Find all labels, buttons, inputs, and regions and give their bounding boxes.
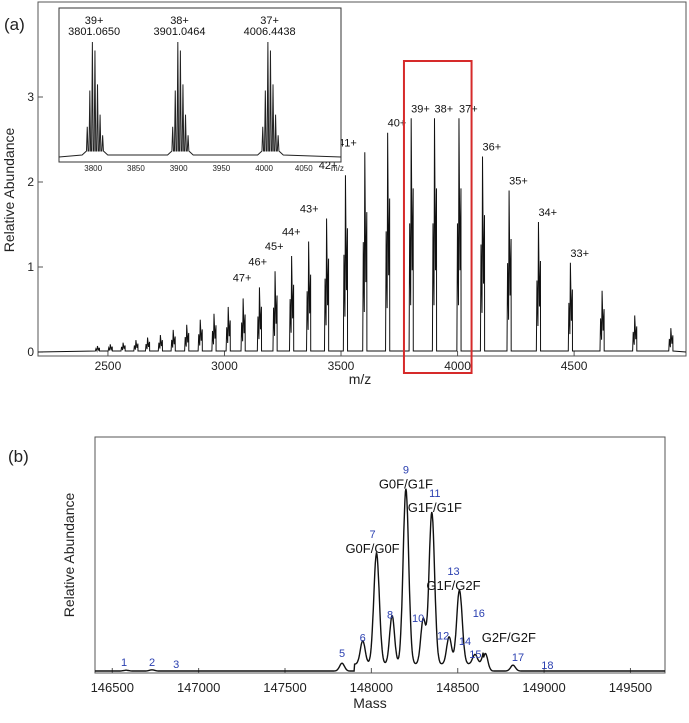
- glycoform-label: G0F/G1F: [379, 477, 433, 492]
- panel-b-ticks: 146500 147000 147500 148000 148500 149000 1495…: [91, 668, 652, 695]
- panel-b-xtick-label: 149500: [609, 680, 652, 695]
- peak-number: 8: [387, 609, 393, 621]
- panel-a-ytick-label: 0: [27, 345, 34, 359]
- peak-number: 10: [412, 613, 424, 625]
- charge-label: 38+: [434, 103, 453, 115]
- inset-charge-label: 39+: [85, 15, 104, 27]
- charge-label: 46+: [248, 256, 267, 268]
- inset-xtick-label: 3950: [212, 164, 230, 173]
- peak-number: 7: [369, 529, 375, 541]
- peak-number: 1: [121, 657, 127, 669]
- panel-b-frame: [94, 436, 666, 674]
- glycoform-label: G2F/G2F: [482, 630, 536, 645]
- panel-b-peak-labels: 1 2 3567G0F/G0F89G0F/G1F1011G1F/G1F1213G1F…: [121, 465, 553, 673]
- inset-xtick-label: 3900: [170, 164, 188, 173]
- charge-label: 41+: [338, 137, 357, 149]
- inset-ticks: 3800 3850 3900 3950 4000 4050: [84, 164, 313, 173]
- panel-a-ytick-label: 1: [27, 260, 34, 274]
- charge-label: 43+: [300, 204, 319, 216]
- panel-a-xtick-label: 3000: [211, 359, 238, 373]
- glycoform-label: G0F/G0F: [345, 541, 399, 556]
- panel-b-xtick-label: 148000: [350, 680, 393, 695]
- inset-xtick-label: 3800: [84, 164, 102, 173]
- peak-number: 5: [339, 648, 345, 660]
- charge-label: 34+: [538, 207, 557, 219]
- peak-number: 12: [437, 631, 449, 643]
- inset-trace: [58, 42, 342, 158]
- panel-b-label: (b): [8, 447, 29, 466]
- panel-a-ytick-label: 2: [27, 175, 34, 189]
- panel-b-xtick-label: 147500: [263, 680, 306, 695]
- charge-label: 42+: [319, 160, 338, 172]
- peak-number: 18: [541, 660, 553, 672]
- inset-mass-label: 4006.4438: [244, 26, 296, 38]
- inset-frame: [58, 7, 342, 163]
- peak-number: 13: [447, 566, 459, 578]
- inset-spectrum: 39+3801.0650 38+3901.0464 37+4006.4438 380…: [58, 7, 344, 173]
- inset-xtick-label: 3850: [127, 164, 145, 173]
- panel-b-xtick-label: 146500: [91, 680, 134, 695]
- panel-b-ylabel: Relative Abundance: [61, 493, 77, 618]
- panel-a-xtick-label: 4000: [444, 359, 471, 373]
- panel-a-ticks: 2500 3000 3500 4000 4500 0 1 2 3: [27, 90, 587, 373]
- peak-number: 14: [459, 636, 471, 648]
- peak-number: 2: [149, 657, 155, 669]
- peak-number: 11: [429, 488, 440, 500]
- charge-label: 35+: [509, 176, 528, 188]
- panel-b-xtick-label: 147000: [177, 680, 220, 695]
- panel-b-xlabel: Mass: [353, 695, 386, 711]
- glycoform-label: G1F/G1F: [408, 500, 462, 515]
- peak-number: 9: [403, 465, 409, 477]
- panel-a-charge-labels: 47+ 46+ 45+ 44+ 43+ 42+41+ 40+ 39+ 38+ 37+ 36+ 35+ 3…: [233, 103, 589, 284]
- inset-charge-label: 38+: [170, 15, 189, 27]
- panel-a-xlabel: m/z: [349, 371, 372, 387]
- panel-a-spectrum: [37, 118, 687, 353]
- panel-b-xtick-label: 149000: [522, 680, 565, 695]
- charge-label: 44+: [282, 227, 301, 239]
- panel-a-xtick-label: 2500: [95, 359, 122, 373]
- inset-xtick-label: 4050: [295, 164, 313, 173]
- charge-label: 37+: [459, 103, 478, 115]
- panel-a-ytick-label: 3: [27, 90, 34, 104]
- inset-peak-labels: 39+3801.0650 38+3901.0464 37+4006.4438: [68, 15, 296, 38]
- peak-number: 3: [173, 659, 179, 671]
- inset-mass-label: 3801.0650: [68, 26, 120, 38]
- peak-number: 6: [360, 633, 366, 645]
- peak-number: 17: [512, 652, 524, 664]
- charge-label: 47+: [233, 272, 252, 284]
- peak-number: 15: [469, 649, 481, 661]
- panel-b-xtick-label: 148500: [436, 680, 479, 695]
- panel-a: (a) Relative Abundance m/z 2500 3000 3500 4…: [1, 1, 687, 387]
- charge-label: 45+: [265, 241, 284, 253]
- charge-label: 40+: [388, 118, 407, 130]
- charge-label: 36+: [483, 142, 502, 154]
- highlight-box: [402, 60, 473, 374]
- panel-b-spectrum: [95, 488, 665, 672]
- panel-a-ylabel: Relative Abundance: [1, 128, 17, 253]
- inset-xlabel: m/z: [331, 164, 344, 173]
- panel-a-xtick-label: 4500: [561, 359, 588, 373]
- inset-xtick-label: 4000: [255, 164, 273, 173]
- peak-number: 16: [473, 608, 485, 620]
- panel-a-xtick-label: 3500: [328, 359, 355, 373]
- panel-a-frame: [37, 1, 687, 357]
- charge-label: 39+: [411, 103, 430, 115]
- panel-a-label: (a): [4, 15, 25, 34]
- inset-charge-label: 37+: [260, 15, 279, 27]
- inset-mass-label: 3901.0464: [154, 26, 206, 38]
- charge-label: 33+: [570, 248, 589, 260]
- glycoform-label: G1F/G2F: [426, 578, 480, 593]
- panel-b: (b) Relative Abundance Mass 146500 147000…: [8, 436, 666, 711]
